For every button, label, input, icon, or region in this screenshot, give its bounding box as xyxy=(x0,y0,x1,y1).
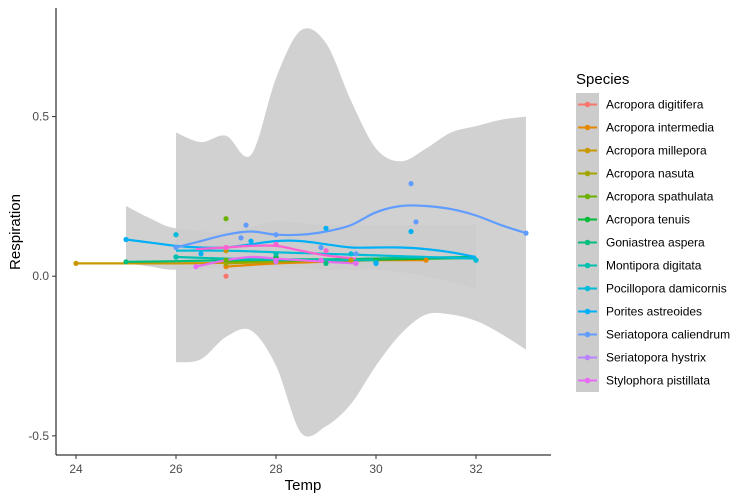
data-point-1-2 xyxy=(423,257,429,263)
y-axis-title: Respiration xyxy=(7,194,24,270)
confidence-ribbon-1 xyxy=(126,206,476,289)
data-point-10-4 xyxy=(318,244,324,251)
data-point-13-1 xyxy=(273,241,279,247)
x-tick-label: 30 xyxy=(369,462,383,476)
data-point-10-2 xyxy=(243,222,249,228)
data-point-10-7 xyxy=(413,219,419,225)
data-point-9-2 xyxy=(248,238,254,244)
y-tick-label: 0.5 xyxy=(32,110,49,124)
data-point-10-3 xyxy=(273,232,279,238)
legend-entry-label: Pocillopora damicornis xyxy=(606,282,727,296)
data-point-6-2 xyxy=(323,260,329,266)
data-point-13-0 xyxy=(223,244,229,251)
data-point-12-0 xyxy=(193,264,199,270)
legend-key-point xyxy=(584,193,591,200)
legend-key-point xyxy=(584,216,591,223)
y-tick-label: 0.0 xyxy=(32,269,49,283)
legend-entry-label: Montipora digitata xyxy=(606,259,702,273)
data-point-12-1 xyxy=(273,257,279,263)
data-point-7-1 xyxy=(273,251,279,257)
data-point-10-0 xyxy=(173,244,179,251)
data-point-10-5 xyxy=(353,251,359,257)
x-tick-label: 26 xyxy=(169,462,183,476)
legend-entry-label: Acropora intermedia xyxy=(606,121,714,135)
legend-entry-label: Acropora nasuta xyxy=(606,167,694,181)
data-point-8-0 xyxy=(173,232,179,238)
legend-entry-label: Porites astreoides xyxy=(606,305,702,319)
data-point-12-2 xyxy=(318,257,324,263)
legend-key-point xyxy=(584,331,591,338)
legend-entry-label: Seriatopora hystrix xyxy=(606,351,706,365)
data-point-4-0 xyxy=(223,257,229,263)
data-point-8-1 xyxy=(348,251,354,257)
data-point-10-8 xyxy=(523,230,529,236)
y-ticks: -0.5 0.0 0.5 xyxy=(28,110,56,443)
data-point-9-6 xyxy=(408,228,414,235)
legend: Species Acropora digitifera Acropora inte… xyxy=(576,71,730,392)
data-point-7-0 xyxy=(173,254,179,260)
legend-key-point xyxy=(584,124,591,131)
data-point-9-1 xyxy=(198,251,204,257)
legend-key-point xyxy=(584,354,591,361)
data-point-9-5 xyxy=(373,260,379,266)
series-curve-10 xyxy=(175,204,527,249)
legend-entry-label: Goniastrea aspera xyxy=(606,236,705,250)
data-point-13-2 xyxy=(323,248,329,254)
x-tick-label: 28 xyxy=(269,462,283,476)
data-points xyxy=(73,181,529,279)
y-tick-label: -0.5 xyxy=(28,429,49,443)
data-point-2-0 xyxy=(73,260,79,266)
legend-key-point xyxy=(584,377,591,384)
legend-key-point xyxy=(584,262,591,269)
data-point-6-0 xyxy=(123,259,129,265)
x-tick-label: 32 xyxy=(469,462,483,476)
data-point-10-6 xyxy=(408,181,414,187)
data-point-4-1 xyxy=(223,216,229,222)
x-axis-title: Temp xyxy=(285,477,322,494)
legend-entry-label: Stylophora pistillata xyxy=(606,374,710,388)
legend-key-point xyxy=(584,239,591,246)
data-point-12-3 xyxy=(353,260,359,266)
data-point-0-0 xyxy=(223,273,229,279)
legend-title: Species xyxy=(576,71,629,88)
x-tick-label: 24 xyxy=(69,462,83,476)
legend-key-point xyxy=(584,308,591,315)
legend-key-point xyxy=(584,101,591,108)
data-point-8-3 xyxy=(473,257,479,263)
data-point-2-2 xyxy=(348,257,354,263)
legend-entry-label: Acropora millepora xyxy=(606,144,707,158)
legend-entry-label: Seriatopora caliendrum xyxy=(606,328,730,342)
x-ticks: 24 26 28 30 32 xyxy=(69,455,483,476)
data-point-10-1 xyxy=(238,235,244,241)
legend-entry-label: Acropora digitifera xyxy=(606,98,704,112)
confidence-ribbons xyxy=(126,28,526,437)
legend-key-point xyxy=(584,170,591,177)
legend-key-point xyxy=(584,285,591,292)
data-point-9-0 xyxy=(123,236,129,243)
axes xyxy=(55,8,551,456)
legend-entry-label: Acropora tenuis xyxy=(606,213,690,227)
legend-key-point xyxy=(584,147,591,154)
legend-entry-label: Acropora spathulata xyxy=(606,190,714,204)
data-point-9-4 xyxy=(323,225,329,231)
